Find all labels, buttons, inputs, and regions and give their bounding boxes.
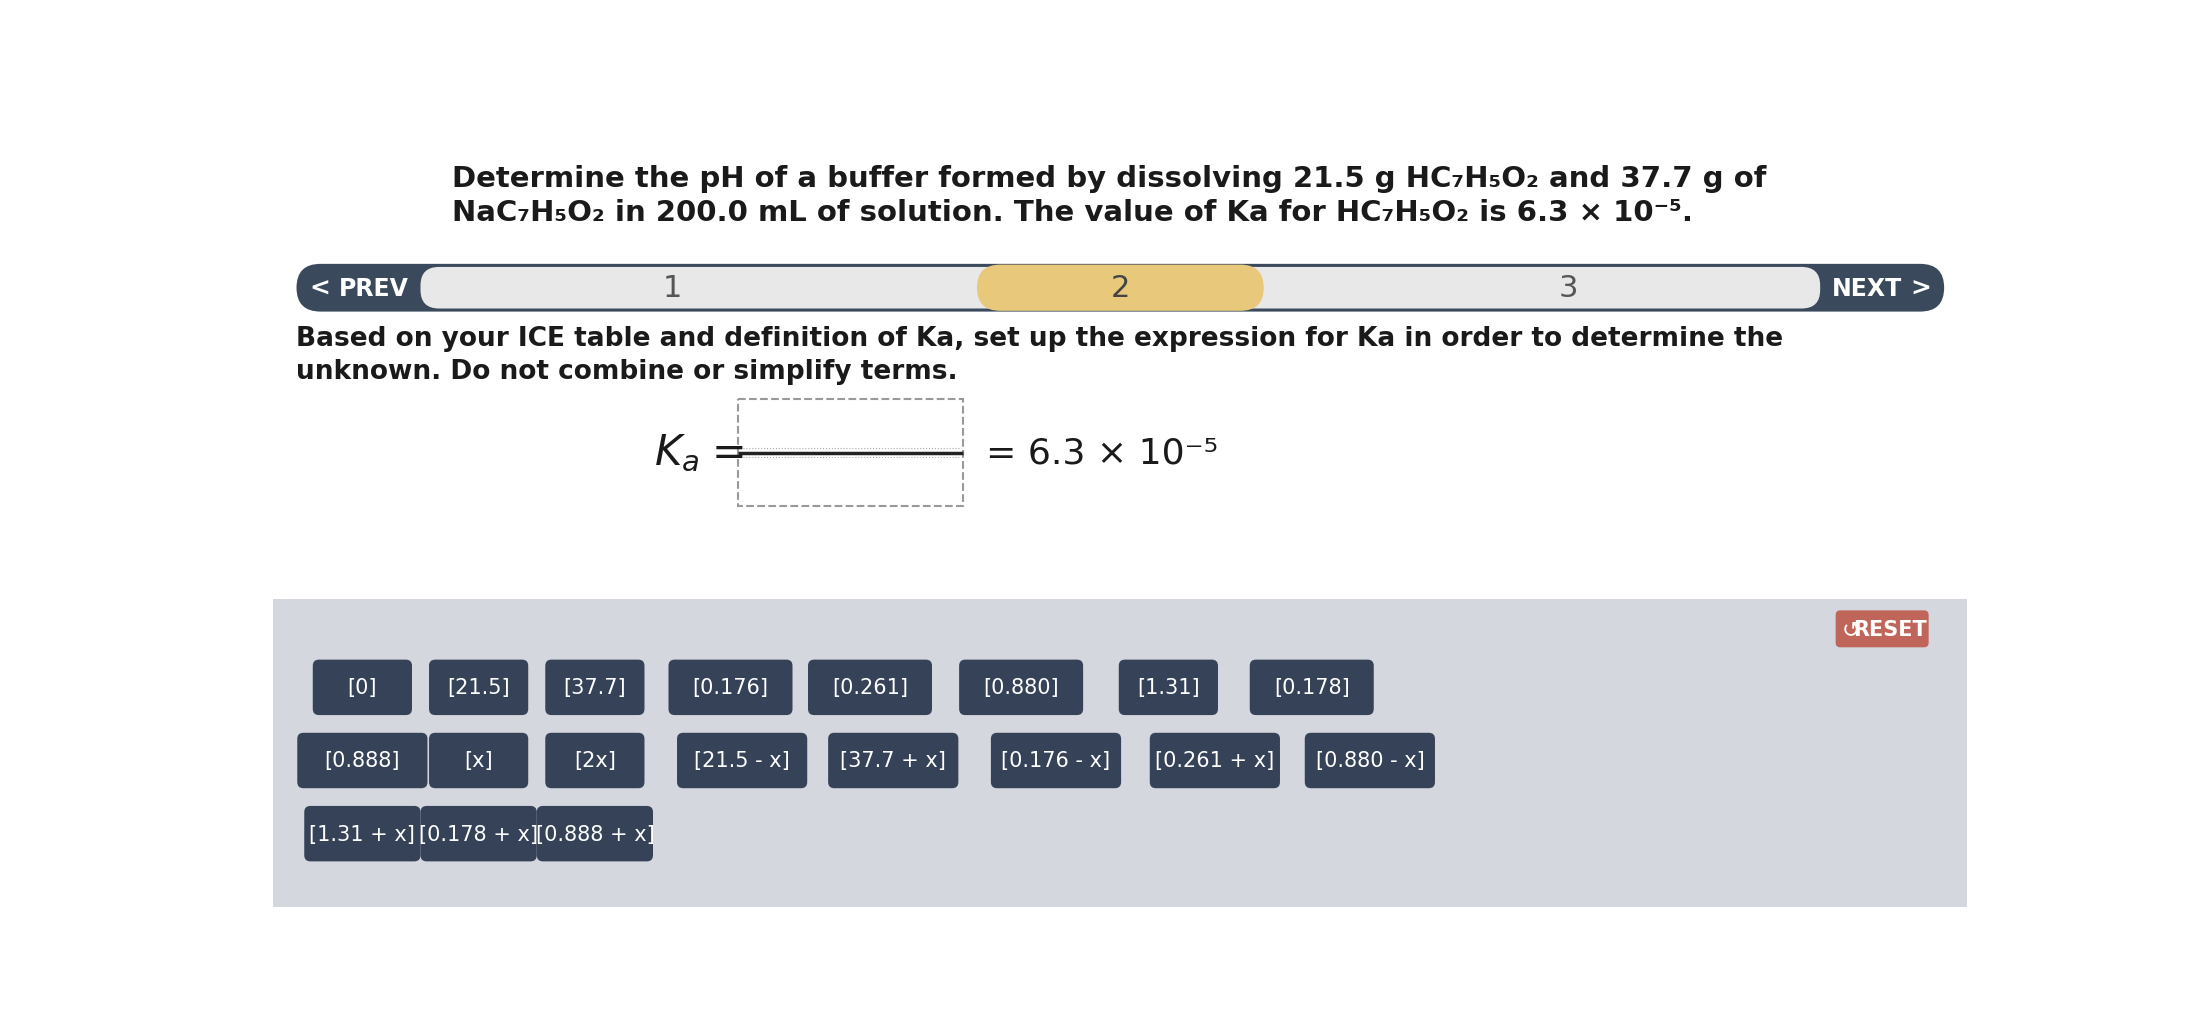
Text: RESET: RESET bbox=[1854, 620, 1926, 639]
Text: [0.178 + x]: [0.178 + x] bbox=[420, 823, 538, 844]
FancyBboxPatch shape bbox=[1250, 660, 1373, 715]
Text: [x]: [x] bbox=[463, 751, 492, 770]
Text: ↺: ↺ bbox=[1843, 620, 1860, 639]
FancyBboxPatch shape bbox=[420, 268, 1821, 309]
FancyBboxPatch shape bbox=[809, 660, 931, 715]
FancyBboxPatch shape bbox=[739, 399, 964, 506]
Text: [0.261]: [0.261] bbox=[833, 678, 907, 698]
FancyBboxPatch shape bbox=[1836, 610, 1928, 648]
FancyBboxPatch shape bbox=[428, 733, 529, 789]
FancyBboxPatch shape bbox=[1119, 660, 1218, 715]
FancyBboxPatch shape bbox=[678, 733, 807, 789]
Text: 2: 2 bbox=[1110, 274, 1130, 303]
Text: [0.176 - x]: [0.176 - x] bbox=[1001, 751, 1110, 770]
Text: Determine the pH of a buffer formed by dissolving 21.5 g HC₇H₅O₂ and 37.7 g of: Determine the pH of a buffer formed by d… bbox=[453, 165, 1766, 193]
FancyBboxPatch shape bbox=[420, 806, 538, 861]
FancyBboxPatch shape bbox=[313, 660, 411, 715]
Text: [0.888 + x]: [0.888 + x] bbox=[536, 823, 654, 844]
FancyBboxPatch shape bbox=[960, 660, 1082, 715]
Text: [0.261 + x]: [0.261 + x] bbox=[1154, 751, 1274, 770]
Text: =: = bbox=[710, 432, 745, 474]
Text: >: > bbox=[1911, 276, 1932, 301]
FancyBboxPatch shape bbox=[544, 733, 645, 789]
Text: 1: 1 bbox=[662, 274, 682, 303]
FancyBboxPatch shape bbox=[828, 733, 957, 789]
Text: NEXT: NEXT bbox=[1832, 276, 1902, 301]
Text: = 6.3 × 10⁻⁵: = 6.3 × 10⁻⁵ bbox=[986, 436, 1218, 470]
FancyBboxPatch shape bbox=[990, 733, 1121, 789]
FancyBboxPatch shape bbox=[304, 806, 420, 861]
FancyBboxPatch shape bbox=[544, 660, 645, 715]
Text: [37.7 + x]: [37.7 + x] bbox=[839, 751, 947, 770]
Text: [0]: [0] bbox=[348, 678, 378, 698]
FancyBboxPatch shape bbox=[297, 265, 1943, 312]
Text: <: < bbox=[308, 276, 330, 301]
Text: [0.178]: [0.178] bbox=[1274, 678, 1349, 698]
Text: [0.176]: [0.176] bbox=[693, 678, 769, 698]
Text: 3: 3 bbox=[1559, 274, 1578, 303]
Text: $K_a$: $K_a$ bbox=[654, 432, 700, 474]
Text: Based on your ICE table and definition of Ka, set up the expression for Ka in or: Based on your ICE table and definition o… bbox=[297, 326, 1784, 353]
FancyBboxPatch shape bbox=[538, 806, 654, 861]
FancyBboxPatch shape bbox=[1305, 733, 1434, 789]
Text: unknown. Do not combine or simplify terms.: unknown. Do not combine or simplify term… bbox=[297, 359, 957, 384]
Text: [1.31 + x]: [1.31 + x] bbox=[310, 823, 415, 844]
Text: [21.5 - x]: [21.5 - x] bbox=[695, 751, 789, 770]
FancyBboxPatch shape bbox=[297, 733, 428, 789]
Text: [0.880]: [0.880] bbox=[984, 678, 1058, 698]
Text: [21.5]: [21.5] bbox=[448, 678, 509, 698]
Text: [0.880 - x]: [0.880 - x] bbox=[1316, 751, 1425, 770]
FancyBboxPatch shape bbox=[669, 660, 794, 715]
Text: NaC₇H₅O₂ in 200.0 mL of solution. The value of Ka for HC₇H₅O₂ is 6.3 × 10⁻⁵.: NaC₇H₅O₂ in 200.0 mL of solution. The va… bbox=[453, 199, 1692, 227]
Bar bbox=[273, 599, 1967, 907]
FancyBboxPatch shape bbox=[1150, 733, 1281, 789]
Text: PREV: PREV bbox=[339, 276, 409, 301]
Text: [0.888]: [0.888] bbox=[326, 751, 400, 770]
FancyBboxPatch shape bbox=[977, 265, 1264, 312]
FancyBboxPatch shape bbox=[428, 660, 529, 715]
Text: [2x]: [2x] bbox=[575, 751, 616, 770]
Text: [37.7]: [37.7] bbox=[564, 678, 625, 698]
Text: [1.31]: [1.31] bbox=[1137, 678, 1200, 698]
